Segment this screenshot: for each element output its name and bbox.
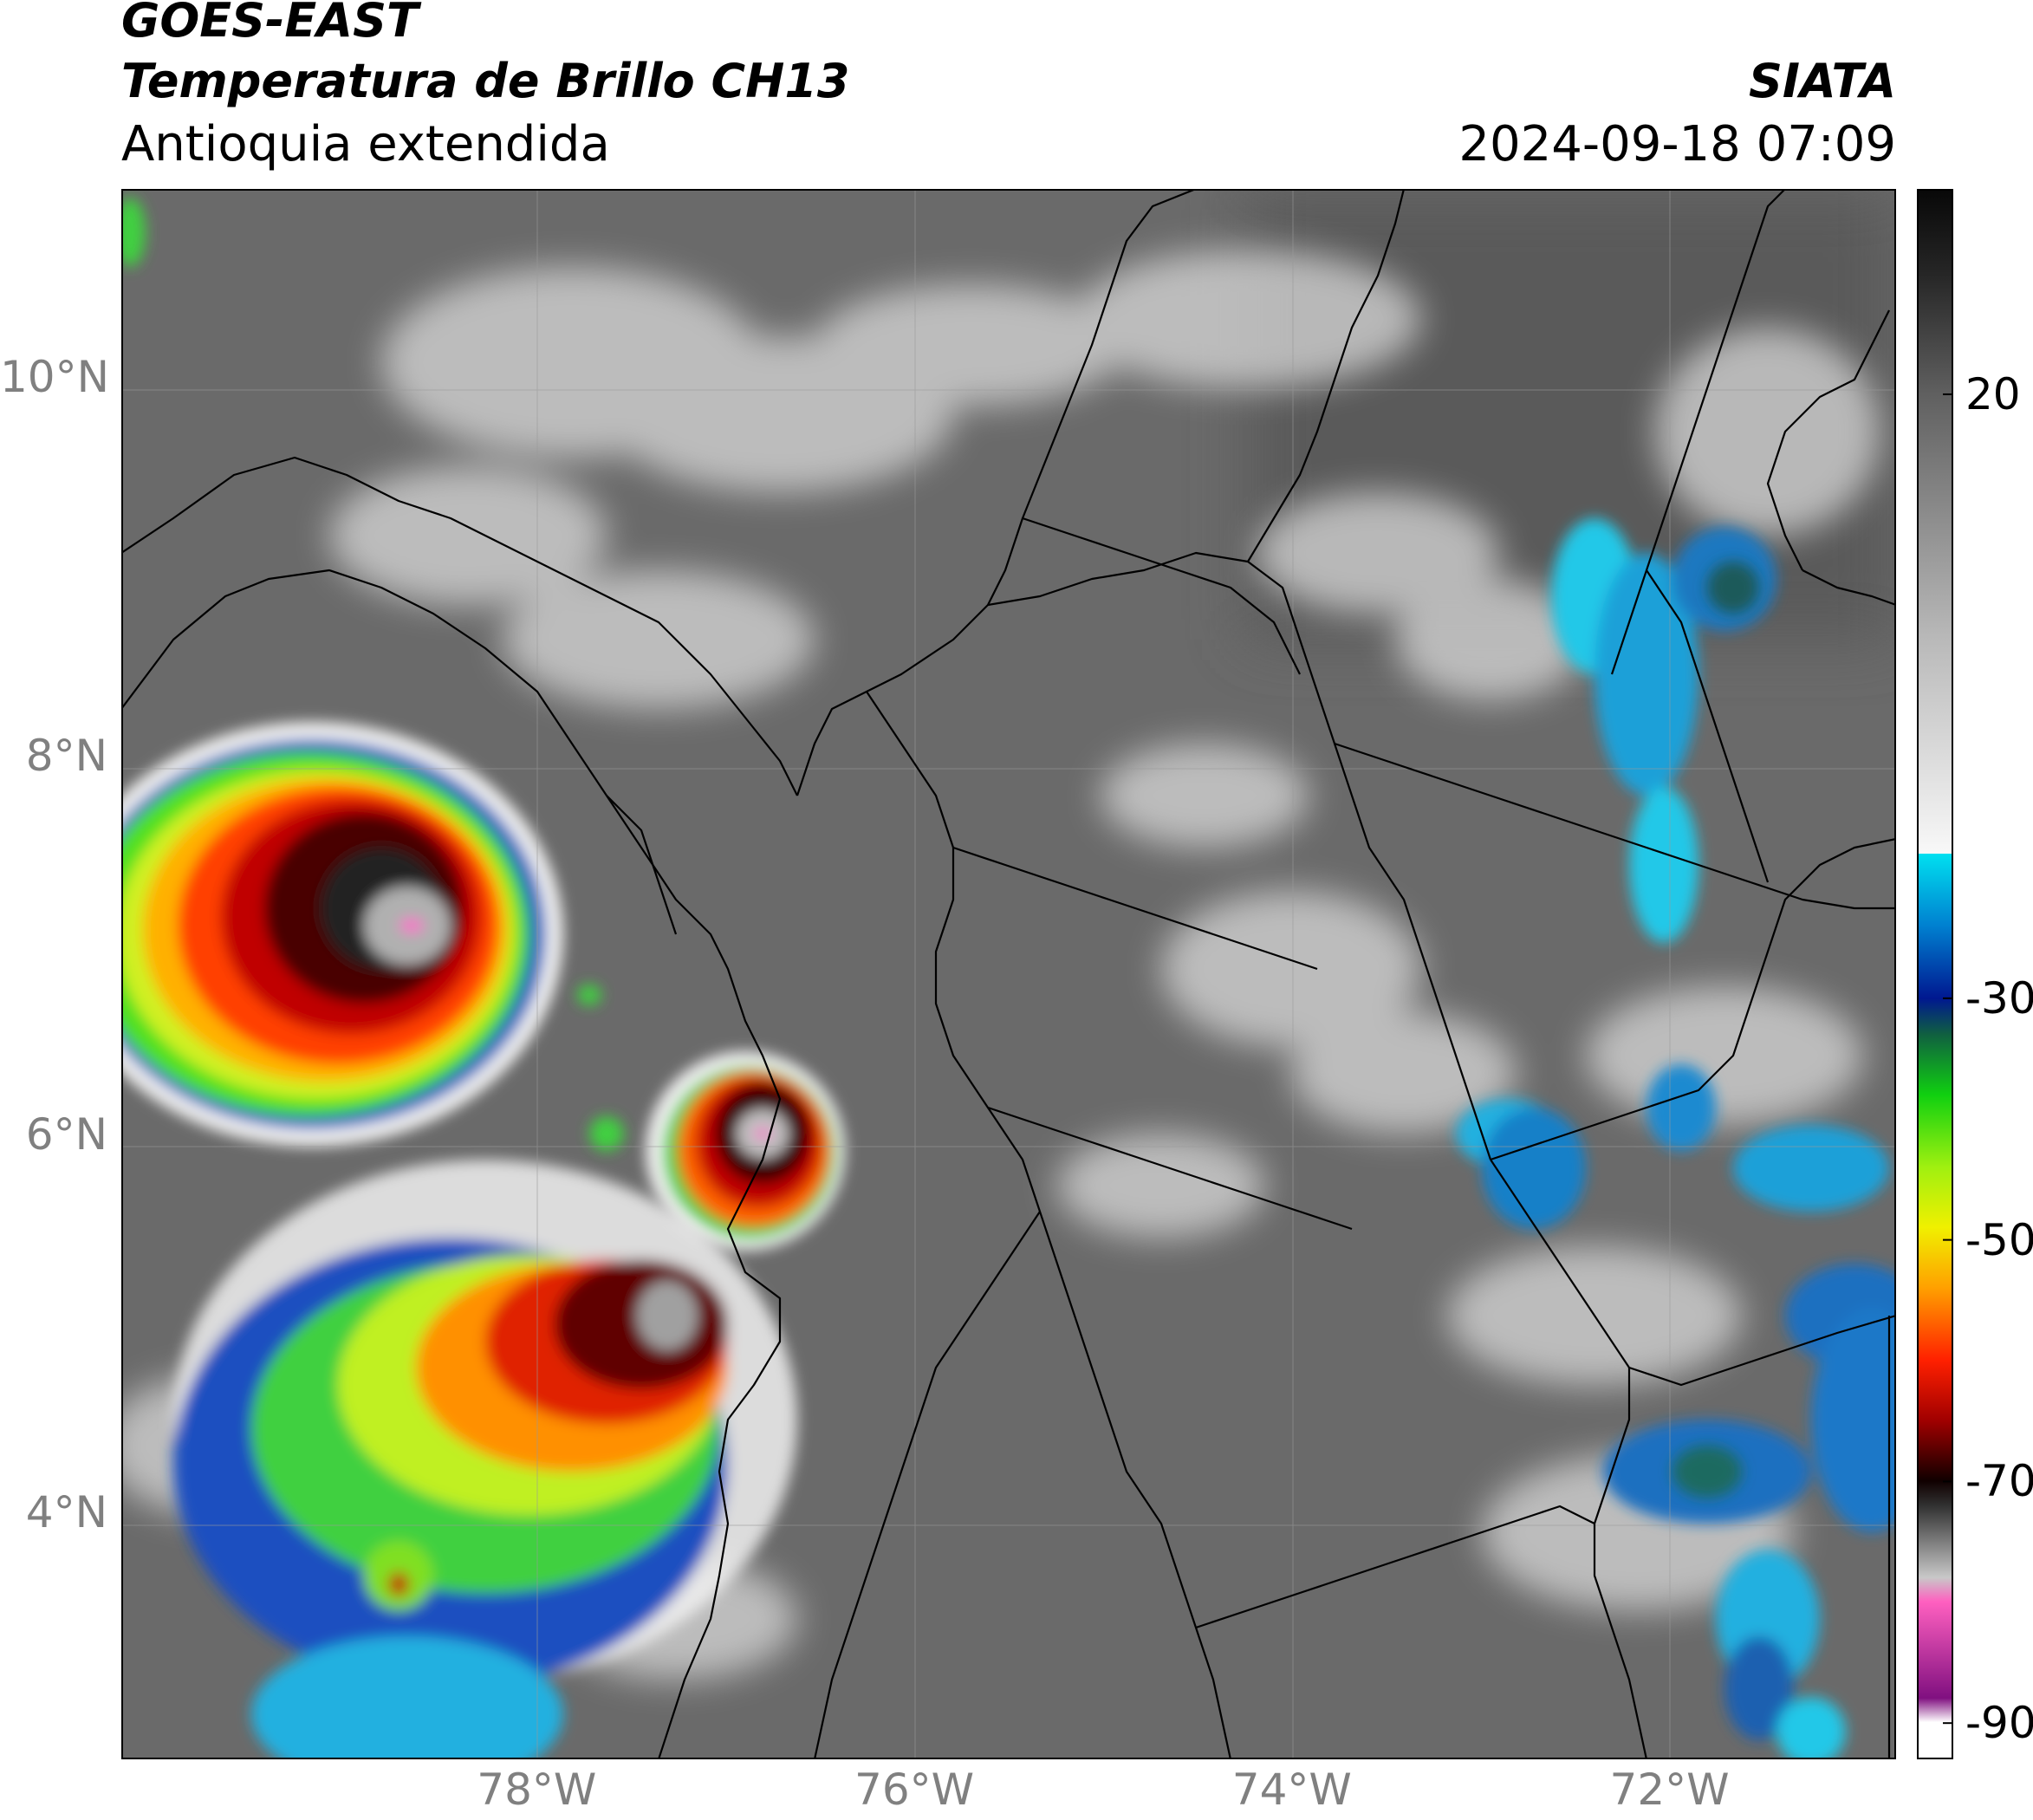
longitude-tick-label: 78°W	[477, 1765, 597, 1815]
storm-central	[646, 1051, 845, 1251]
colorbar-tick-label: -50	[1965, 1214, 2033, 1265]
storm-west	[121, 722, 563, 1147]
political-boundaries	[121, 189, 1896, 1759]
colorbar-gradient	[1917, 189, 1953, 1759]
colorbar-tick-label: -70	[1965, 1456, 2033, 1507]
satellite-map	[121, 189, 1896, 1759]
colorbar-tick-label: 20	[1965, 368, 2021, 419]
satellite-title: GOES-EAST	[121, 0, 419, 48]
latitude-tick-label: 6°N	[25, 1108, 107, 1160]
datetime-label: 2024-09-18 07:09	[1458, 116, 1896, 172]
region-subtitle: Antioquia extendida	[121, 116, 610, 172]
isolated-cells	[121, 198, 624, 1151]
latitude-tick-label: 10°N	[0, 352, 110, 403]
storm-southwest	[173, 1160, 797, 1759]
longitude-tick-label: 74°W	[1231, 1765, 1352, 1815]
temperature-colorbar	[1917, 189, 1953, 1759]
longitude-tick-label: 72°W	[1609, 1765, 1730, 1815]
graticule	[121, 189, 1896, 1759]
map-frame	[121, 189, 1896, 1759]
agency-label: SIATA	[1748, 54, 1896, 108]
latitude-tick-label: 8°N	[25, 730, 107, 781]
longitude-tick-label: 76°W	[854, 1765, 975, 1815]
product-title: Temperatura de Brillo CH13	[121, 54, 850, 108]
cold-cloud-cores-east	[1673, 562, 1759, 1498]
colorbar-tick-label: -90	[1965, 1698, 2033, 1749]
colorbar-tick-label: -30	[1965, 972, 2033, 1024]
latitude-tick-label: 4°N	[25, 1487, 107, 1538]
